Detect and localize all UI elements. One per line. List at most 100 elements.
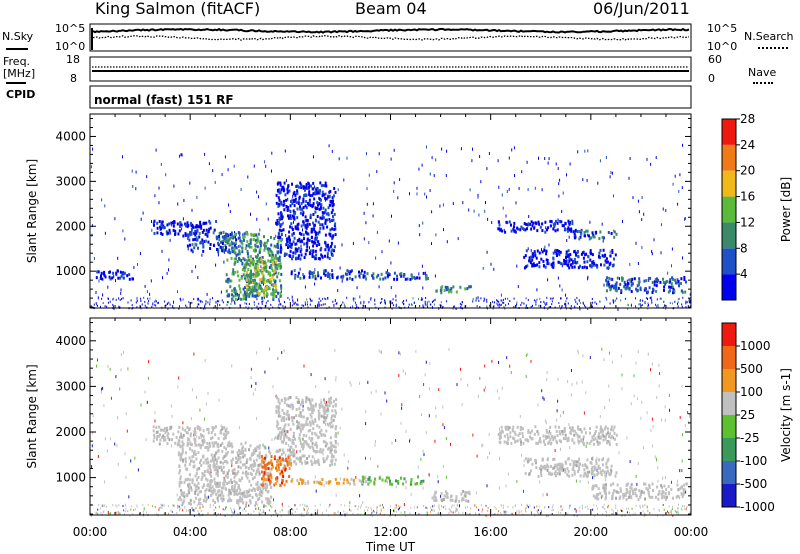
echo-cell <box>328 273 331 277</box>
echo-cell <box>389 479 391 483</box>
echo-cell <box>303 223 306 227</box>
echo-cell <box>114 442 116 446</box>
echo-cell <box>315 238 318 242</box>
echo-cell <box>532 264 535 268</box>
echo-cell <box>522 227 525 231</box>
echo-cell <box>269 277 272 281</box>
echo-cell <box>609 288 612 292</box>
echo-cell <box>190 488 193 492</box>
echo-cell <box>264 244 267 248</box>
echo-cell <box>329 463 331 467</box>
echo-cell <box>314 509 316 512</box>
echo-cell <box>652 444 654 448</box>
echo-cell <box>322 409 325 413</box>
echo-cell <box>591 261 594 264</box>
echo-cell <box>377 506 378 508</box>
freq-tick-top: 18 <box>66 53 80 66</box>
echo-cell <box>265 301 267 304</box>
echo-cell <box>467 513 469 516</box>
echo-cell <box>237 470 240 474</box>
echo-cell <box>672 514 674 517</box>
echo-cell <box>251 294 254 298</box>
echo-cell <box>287 436 290 440</box>
echo-cell <box>310 415 313 419</box>
echo-cell <box>249 457 252 461</box>
echo-cell <box>347 466 349 470</box>
echo-cell <box>234 294 237 298</box>
echo-cell <box>252 487 255 491</box>
echo-cell <box>680 282 682 285</box>
echo-cell <box>229 251 232 255</box>
echo-cell <box>323 297 325 300</box>
echo-cell <box>526 264 529 268</box>
echo-cell <box>558 194 560 198</box>
echo-cell <box>285 417 288 421</box>
echo-cell <box>321 512 323 515</box>
echo-cell <box>294 437 296 441</box>
echo-cell <box>194 474 197 478</box>
echo-cell <box>245 501 248 505</box>
echo-cell <box>257 239 260 243</box>
echo-cell <box>304 186 307 190</box>
echo-cell <box>395 485 397 489</box>
echo-cell <box>194 225 197 229</box>
echo-cell <box>198 297 199 300</box>
echo-cell <box>441 304 443 307</box>
echo-cell <box>260 270 263 274</box>
echo-cell <box>556 249 559 253</box>
echo-cell <box>277 464 280 467</box>
echo-cell <box>178 435 181 439</box>
echo-cell <box>209 301 211 304</box>
echo-cell <box>209 506 211 509</box>
echo-cell <box>247 490 250 494</box>
echo-cell <box>500 293 502 297</box>
echo-cell <box>277 468 280 472</box>
echo-cell <box>237 486 240 490</box>
echo-cell <box>528 256 531 260</box>
echo-cell <box>196 484 198 488</box>
echo-cell <box>616 276 619 280</box>
echo-cell <box>285 479 288 483</box>
echo-cell <box>475 491 477 495</box>
echo-cell <box>306 510 308 513</box>
echo-cell <box>212 490 215 494</box>
echo-cell <box>333 224 336 228</box>
echo-cell <box>241 471 244 475</box>
echo-cell <box>318 304 320 307</box>
echo-cell <box>298 237 301 241</box>
echo-cell <box>560 511 562 514</box>
echo-cell <box>356 306 358 309</box>
echo-cell <box>253 259 256 263</box>
echo-cell <box>323 400 326 404</box>
echo-cell <box>321 255 324 259</box>
echo-cell <box>203 240 206 244</box>
echo-cell <box>140 403 142 407</box>
echo-cell <box>306 480 309 484</box>
echo-cell <box>266 490 269 494</box>
echo-cell <box>329 422 331 426</box>
echo-cell <box>267 259 270 263</box>
echo-cell <box>647 509 649 512</box>
echo-cell <box>295 227 298 231</box>
echo-cell <box>630 290 633 293</box>
echo-cell <box>193 452 196 456</box>
echo-cell <box>311 408 314 411</box>
echo-cell <box>677 298 679 301</box>
echo-cell <box>219 429 222 432</box>
echo-cell <box>635 241 637 245</box>
echo-cell <box>277 246 279 250</box>
echo-cell <box>301 454 304 458</box>
echo-cell <box>410 478 413 481</box>
echo-cell <box>286 403 288 407</box>
echo-cell <box>240 297 243 301</box>
echo-cell <box>317 509 319 512</box>
echo-cell <box>132 185 134 188</box>
echo-cell <box>182 298 184 301</box>
echo-cell <box>567 262 570 266</box>
echo-cell <box>242 238 245 242</box>
echo-cell <box>552 504 554 507</box>
echo-cell <box>546 371 548 374</box>
echo-cell <box>210 474 213 478</box>
echo-cell <box>275 222 278 226</box>
echo-cell <box>560 220 563 224</box>
